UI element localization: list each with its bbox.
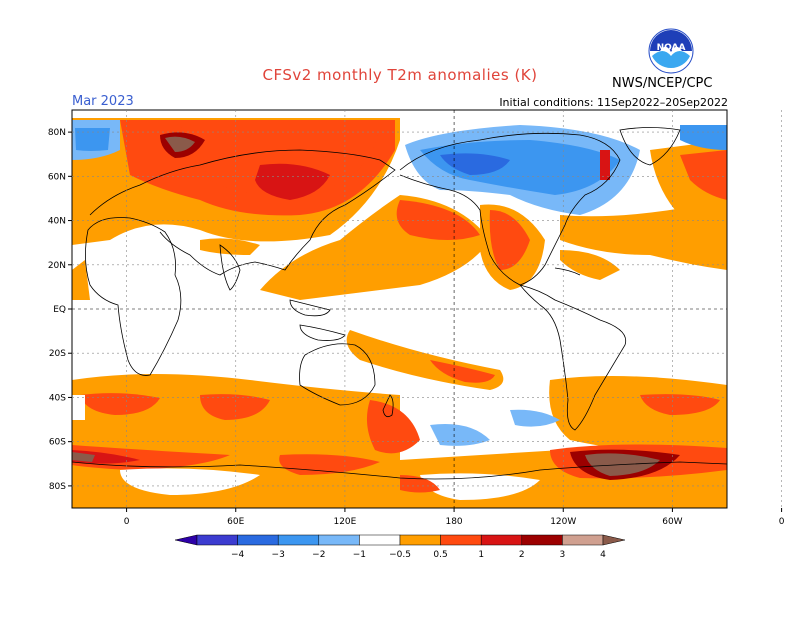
legend-label: −1 [353, 550, 366, 560]
lon-label: 120E [333, 517, 356, 527]
initial-conditions: Initial conditions: 11Sep2022–20Sep2022 [499, 96, 728, 109]
forecast-month: Mar 2023 [72, 94, 134, 109]
legend-swatch [318, 534, 360, 546]
coastlines [72, 127, 727, 480]
legend-swatch [399, 534, 441, 546]
legend-swatch [237, 534, 279, 546]
lon-label: 60E [227, 517, 244, 527]
legend-swatch [602, 534, 626, 546]
svg-text:NOAA: NOAA [657, 43, 686, 53]
legend-swatch [277, 534, 320, 546]
legend-label: 0.5 [433, 550, 447, 560]
lon-label: 120W [550, 517, 576, 527]
legend-swatch [562, 534, 604, 546]
legend-label: −4 [231, 550, 245, 560]
legend-label: 4 [600, 550, 606, 560]
legend-swatch [196, 534, 238, 546]
agency-label: NWS/NCEP/CPC [612, 76, 713, 91]
lat-label: 60S [49, 438, 66, 448]
map-title: CFSv2 monthly T2m anomalies (K) [262, 66, 538, 84]
legend-label: −0.5 [389, 550, 411, 560]
noaa-logo-icon: NOAA [648, 28, 694, 74]
lon-label: 0 [779, 517, 785, 527]
legend-label: 3 [560, 550, 566, 560]
legend-label: 2 [519, 550, 525, 560]
lat-label: 40N [48, 217, 66, 227]
legend-swatch [174, 534, 198, 546]
lat-label: 60N [48, 172, 66, 182]
lat-label: EQ [53, 305, 66, 315]
legend-label: −3 [272, 550, 285, 560]
graticule [72, 110, 782, 508]
legend-swatch [440, 534, 482, 546]
legend-swatch [521, 534, 563, 546]
lat-label: 80N [48, 128, 66, 138]
lat-label: 20S [49, 349, 66, 359]
color-legend: −4 −3 −2 −1 −0.5 0.5 1 2 3 4 [174, 534, 626, 560]
lon-label: 0 [124, 517, 130, 527]
lat-label: 20N [48, 261, 66, 271]
legend-label: 1 [478, 550, 484, 560]
lat-label: 80S [49, 482, 66, 492]
lat-label: 40S [49, 393, 66, 403]
lon-label: 60W [662, 517, 682, 527]
legend-swatch [480, 534, 523, 546]
legend-label: −2 [312, 550, 325, 560]
lon-label: 180 [445, 517, 462, 527]
legend-swatch [359, 534, 401, 546]
